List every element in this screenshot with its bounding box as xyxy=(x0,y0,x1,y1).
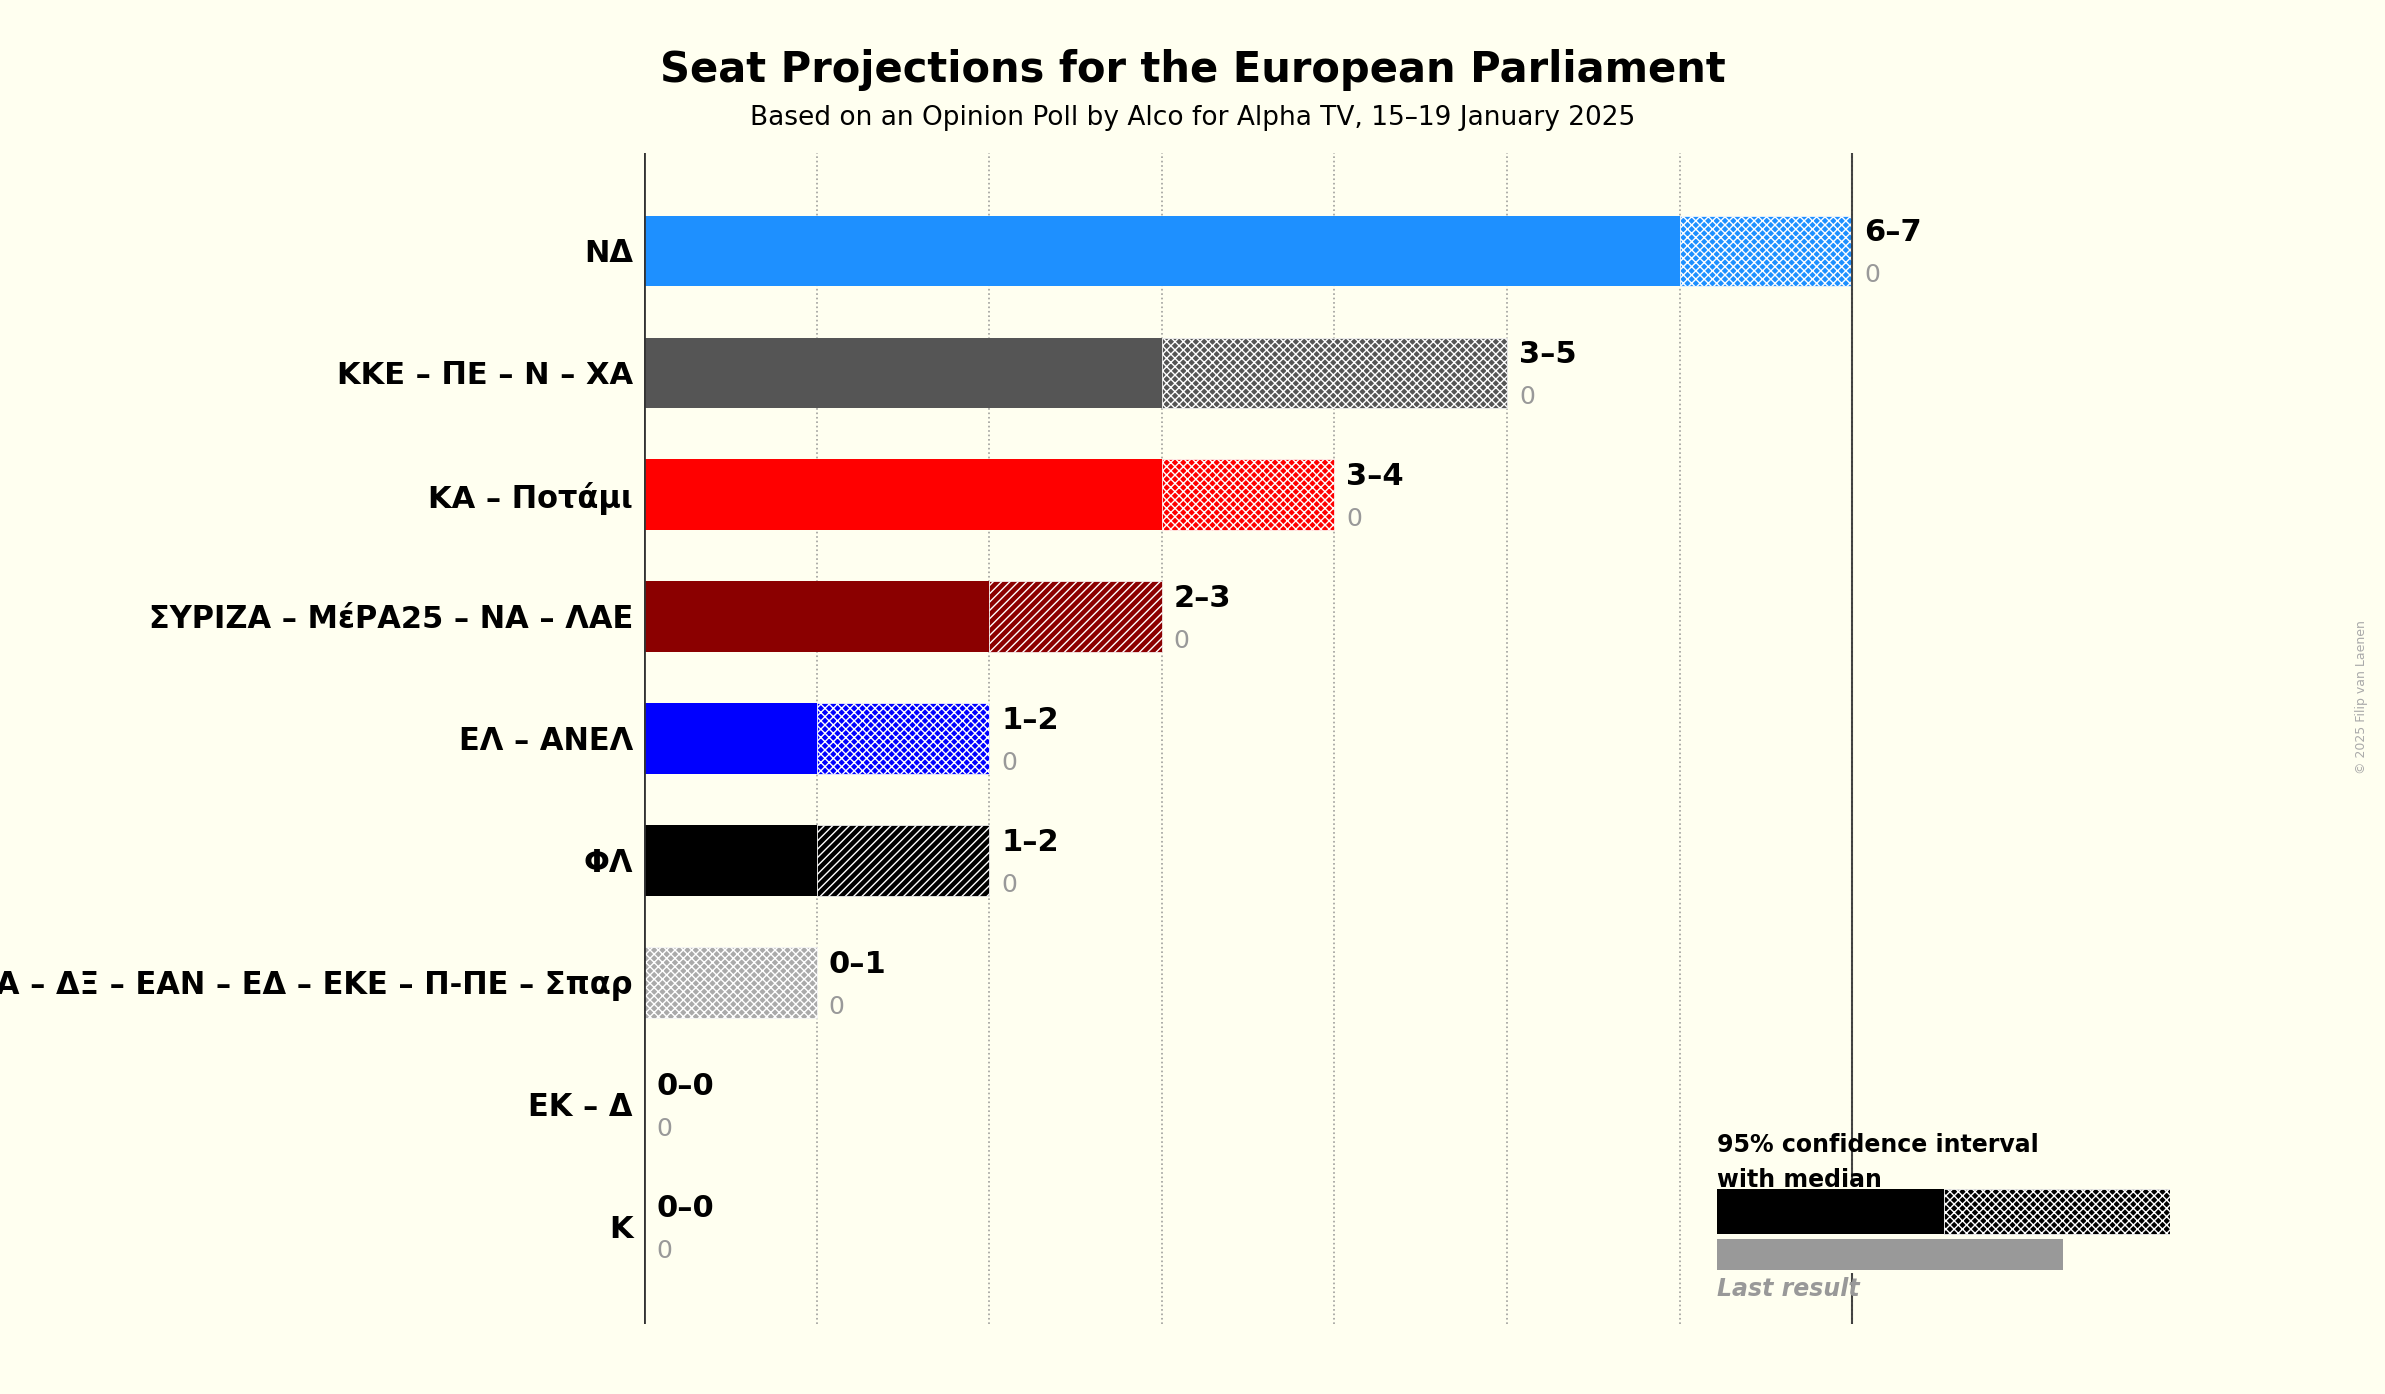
Bar xyxy=(990,581,1161,652)
Bar xyxy=(644,948,816,1018)
Text: 0: 0 xyxy=(1173,629,1190,654)
Bar xyxy=(816,704,990,774)
Text: 0: 0 xyxy=(1002,873,1016,898)
Text: 0: 0 xyxy=(828,995,844,1019)
Text: with median: with median xyxy=(1717,1168,1882,1192)
Bar xyxy=(1679,216,1853,286)
Bar xyxy=(1161,337,1507,408)
Text: 0: 0 xyxy=(1002,751,1016,775)
Bar xyxy=(644,704,816,774)
Text: Seat Projections for the European Parliament: Seat Projections for the European Parlia… xyxy=(661,49,1724,91)
Bar xyxy=(1717,1239,2063,1270)
Bar xyxy=(644,337,1161,408)
Text: 95% confidence interval: 95% confidence interval xyxy=(1717,1133,2039,1157)
Bar xyxy=(1161,460,1333,530)
Text: © 2025 Filip van Laenen: © 2025 Filip van Laenen xyxy=(2356,620,2368,774)
Text: 0: 0 xyxy=(1348,507,1362,531)
Text: 3–4: 3–4 xyxy=(1348,461,1405,491)
Text: 0: 0 xyxy=(1865,263,1879,287)
Bar xyxy=(644,460,1161,530)
Text: 0: 0 xyxy=(656,1239,673,1263)
Text: Last result: Last result xyxy=(1717,1277,1860,1301)
Text: 1–2: 1–2 xyxy=(1002,705,1059,735)
Bar xyxy=(644,581,990,652)
Bar xyxy=(644,216,1679,286)
Text: 6–7: 6–7 xyxy=(1865,217,1922,247)
Bar xyxy=(1717,1189,1944,1234)
Bar xyxy=(644,825,816,896)
Text: 0: 0 xyxy=(1519,385,1536,410)
Text: 0–1: 0–1 xyxy=(828,949,887,979)
Text: 2–3: 2–3 xyxy=(1173,584,1231,613)
Bar xyxy=(816,825,990,896)
Text: 0: 0 xyxy=(656,1117,673,1142)
Text: Based on an Opinion Poll by Alco for Alpha TV, 15–19 January 2025: Based on an Opinion Poll by Alco for Alp… xyxy=(749,105,1636,131)
Bar xyxy=(1944,1189,2170,1234)
Text: 3–5: 3–5 xyxy=(1519,340,1576,369)
Text: 0–0: 0–0 xyxy=(656,1193,713,1223)
Text: 1–2: 1–2 xyxy=(1002,828,1059,857)
Text: 0–0: 0–0 xyxy=(656,1072,713,1101)
